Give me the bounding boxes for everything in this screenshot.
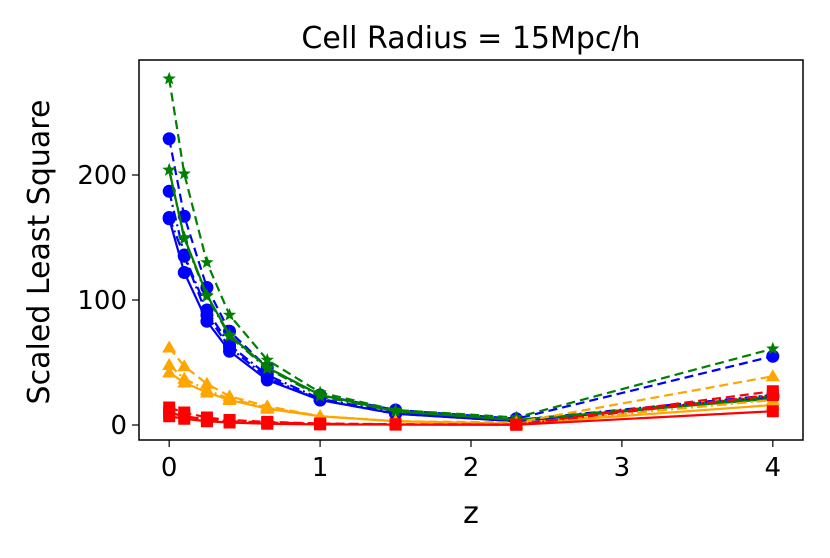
data-point [177, 231, 191, 245]
data-point [766, 389, 779, 401]
data-point [162, 132, 176, 146]
series-layer [162, 71, 780, 431]
data-point [766, 349, 780, 363]
series-1 [162, 132, 780, 426]
chart-title: Cell Radius = 15Mpc/h [301, 21, 640, 56]
series-line [168, 218, 773, 423]
series-12 [163, 389, 779, 431]
data-point [162, 163, 176, 176]
data-point [222, 329, 237, 342]
x-tick-label: 2 [463, 453, 480, 483]
data-point [260, 361, 274, 375]
x-tick-label: 4 [765, 453, 782, 483]
data-point [388, 404, 403, 417]
x-axis-label: z [463, 496, 479, 531]
data-point [510, 418, 523, 431]
data-point [260, 371, 274, 384]
x-tick-label: 3 [614, 453, 631, 483]
data-point [766, 405, 779, 418]
data-point [177, 166, 191, 180]
data-point [177, 266, 191, 279]
data-point [199, 383, 214, 395]
data-point [222, 308, 237, 321]
data-point [200, 308, 214, 322]
series-2 [162, 184, 780, 427]
data-point [200, 413, 213, 426]
data-point [766, 341, 780, 355]
series-line [168, 169, 773, 422]
data-point [162, 71, 176, 85]
data-point [261, 416, 274, 429]
data-point [178, 410, 191, 423]
data-point [177, 249, 191, 263]
data-point [162, 211, 176, 224]
series-0 [162, 212, 780, 428]
plot-frame [138, 59, 804, 441]
series-line [168, 78, 774, 419]
series-line [168, 169, 773, 422]
series-line [168, 138, 774, 420]
series-line [168, 217, 773, 423]
y-tick-label: 100 [77, 286, 127, 316]
y-axis-label: Scaled Least Square [22, 100, 57, 405]
data-point [260, 353, 274, 366]
series-line [168, 393, 773, 426]
data-point [260, 400, 275, 413]
data-point [223, 415, 236, 428]
data-point [313, 389, 327, 402]
y-tick-label: 0 [110, 411, 127, 441]
data-point [177, 359, 192, 372]
data-point [162, 340, 177, 353]
data-point [163, 406, 176, 419]
axis-ticks: 0 1 2 3 4 0 100 200 [77, 161, 781, 483]
series-line [168, 190, 773, 422]
series-4 [162, 163, 780, 426]
data-point [314, 417, 327, 430]
y-tick-label: 200 [77, 161, 127, 191]
series-3 [162, 211, 780, 428]
data-point [199, 376, 214, 389]
data-point [162, 365, 177, 378]
data-point [765, 369, 780, 382]
series-6 [162, 163, 780, 426]
data-point [162, 358, 177, 370]
data-point [200, 289, 214, 302]
data-point [222, 391, 237, 404]
data-point [200, 255, 214, 269]
data-point [389, 418, 402, 431]
data-point [223, 341, 237, 354]
x-tick-label: 1 [312, 453, 329, 483]
data-point [177, 371, 192, 384]
x-tick-label: 0 [161, 453, 178, 483]
